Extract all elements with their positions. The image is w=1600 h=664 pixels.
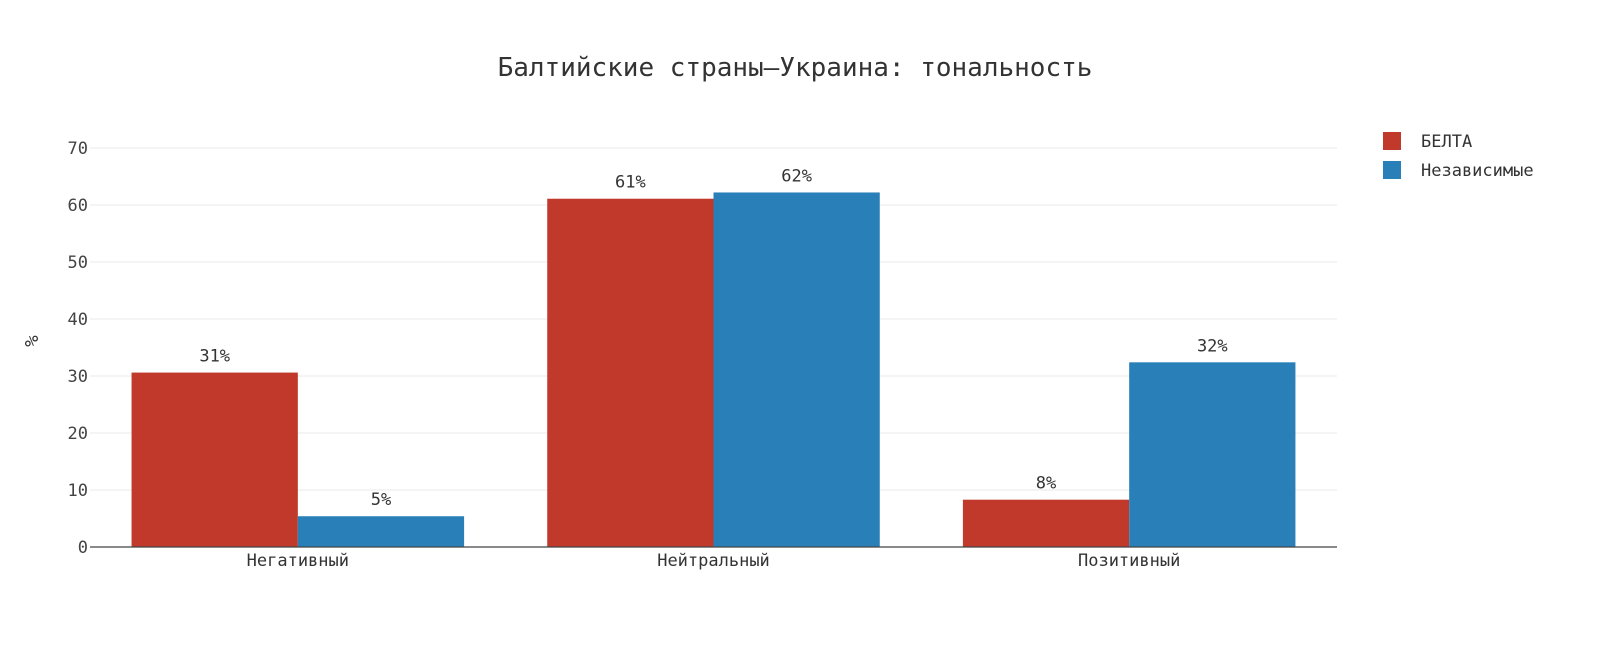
y-tick-label: 20 <box>68 424 88 444</box>
y-tick-label: 0 <box>78 538 88 558</box>
bar[interactable] <box>713 192 880 547</box>
bar[interactable] <box>547 198 714 548</box>
y-tick-label: 40 <box>68 310 88 330</box>
y-tick-label: 70 <box>68 139 88 159</box>
x-tick-label: Позитивный <box>1078 551 1180 571</box>
bar[interactable] <box>131 372 298 547</box>
legend-item[interactable]: Независимые <box>1383 161 1534 181</box>
legend-label: БЕЛТА <box>1421 132 1472 152</box>
bar-data-label: 62% <box>781 166 812 186</box>
legend-label: Независимые <box>1421 161 1534 181</box>
y-tick-label: 60 <box>68 196 88 216</box>
y-axis-label: % <box>21 335 43 347</box>
bars <box>131 192 1296 548</box>
bar[interactable] <box>1129 362 1296 547</box>
bar-data-label: 32% <box>1197 336 1228 356</box>
bar-data-label: 31% <box>199 347 230 367</box>
chart-title: Балтийские страны–Украина: тональность <box>498 53 1093 83</box>
legend[interactable]: БЕЛТА Независимые <box>1383 132 1534 181</box>
bar-data-label: 5% <box>371 490 391 510</box>
data-labels: 31% 5% 61% 62% 8% 32% <box>199 166 1227 510</box>
legend-swatch <box>1383 161 1401 179</box>
x-tick-labels: Негативный Нейтральный Позитивный <box>247 551 1181 571</box>
bar[interactable] <box>297 516 465 547</box>
bar-data-label: 8% <box>1036 474 1056 494</box>
y-tick-label: 50 <box>68 253 88 273</box>
y-tick-labels: 0 10 20 30 40 50 60 70 <box>68 139 88 558</box>
bar[interactable] <box>962 499 1130 547</box>
y-tick-label: 10 <box>68 481 88 501</box>
legend-swatch <box>1383 132 1401 150</box>
x-tick-label: Нейтральный <box>657 551 770 571</box>
legend-item[interactable]: БЕЛТА <box>1383 132 1472 152</box>
x-tick-label: Негативный <box>247 551 349 571</box>
bar-data-label: 61% <box>615 173 646 193</box>
y-tick-label: 30 <box>68 367 88 387</box>
